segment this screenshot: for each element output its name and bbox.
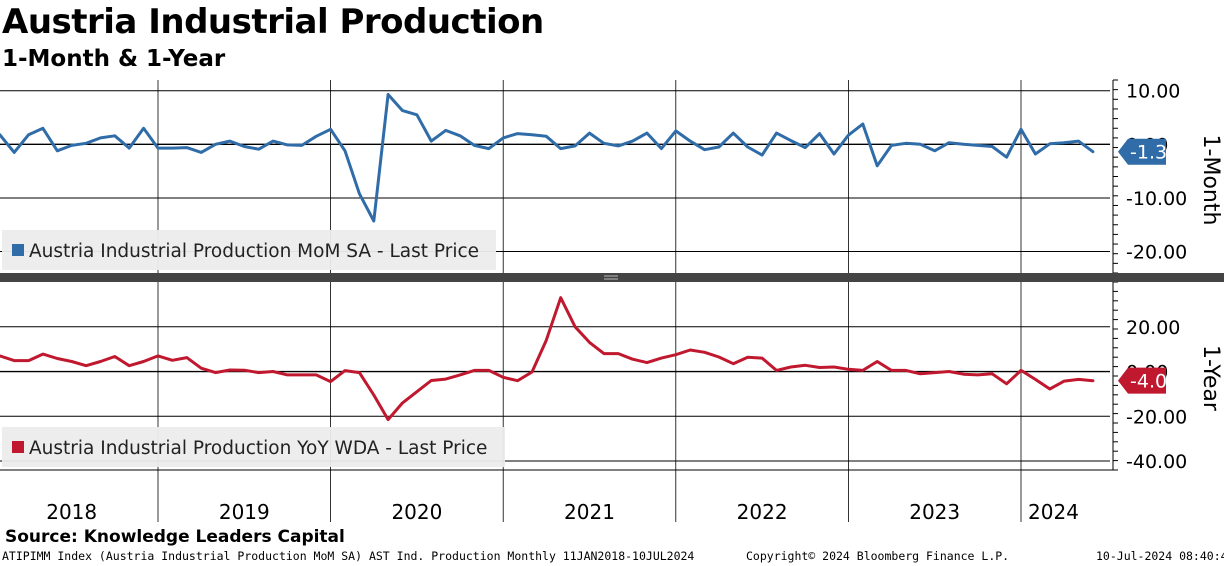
x-tick-label-2019: 2019 <box>219 500 270 524</box>
axes: 10.000.00-10.00-20.00-1.381-Month20.000.… <box>0 79 1224 524</box>
footer-copyright: Copyright© 2024 Bloomberg Finance L.P. <box>746 549 1010 563</box>
footer-index-info: ATIPIMM Index (Austria Industrial Produc… <box>2 549 695 563</box>
legend-label-0: Austria Industrial Production MoM SA - L… <box>29 241 479 262</box>
x-tick-label-2021: 2021 <box>564 500 615 524</box>
legend-box-1 <box>2 427 505 467</box>
panel-label-0: 1-Month <box>1198 135 1223 226</box>
series-line-1 <box>0 296 1095 422</box>
source-note: Source: Knowledge Leaders Capital <box>5 527 345 547</box>
legend-label-1: Austria Industrial Production YoY WDA - … <box>29 438 487 459</box>
ytick-label-0-2: -10.00 <box>1126 188 1187 210</box>
legend-swatch-1 <box>12 441 24 453</box>
ytick-label-0-3: -20.00 <box>1126 242 1187 264</box>
last-value-flag-0 <box>1118 138 1166 165</box>
ytick-label-0-0: 10.00 <box>1126 81 1180 103</box>
chart-title: Austria Industrial Production <box>2 2 544 42</box>
footer-timestamp: 10-Jul-2024 08:40:45 <box>1096 549 1224 563</box>
last-value-label-0: -1.38 <box>1130 142 1179 164</box>
x-tick-label-2023: 2023 <box>909 500 960 524</box>
ytick-label-1-3: -40.00 <box>1126 451 1187 473</box>
x-tick-label-2020: 2020 <box>391 500 442 524</box>
legends: Austria Industrial Production MoM SA - L… <box>2 230 505 467</box>
series-line-0 <box>0 93 1095 223</box>
panel-label-1: 1-Year <box>1198 345 1223 412</box>
panel-separator <box>0 273 1224 282</box>
legend-box-0 <box>2 230 496 270</box>
last-value-flag-1 <box>1118 367 1166 394</box>
ytick-label-1-2: -20.00 <box>1126 406 1187 428</box>
ytick-label-1-0: 20.00 <box>1126 317 1180 339</box>
x-tick-label-2024: 2024 <box>1028 500 1079 524</box>
chart-subtitle: 1-Month & 1-Year <box>2 46 226 72</box>
plot-lines <box>0 93 1095 422</box>
x-tick-label-2018: 2018 <box>46 500 97 524</box>
legend-swatch-0 <box>12 244 24 256</box>
x-tick-label-2022: 2022 <box>737 500 788 524</box>
last-value-label-1: -4.09 <box>1130 371 1179 393</box>
